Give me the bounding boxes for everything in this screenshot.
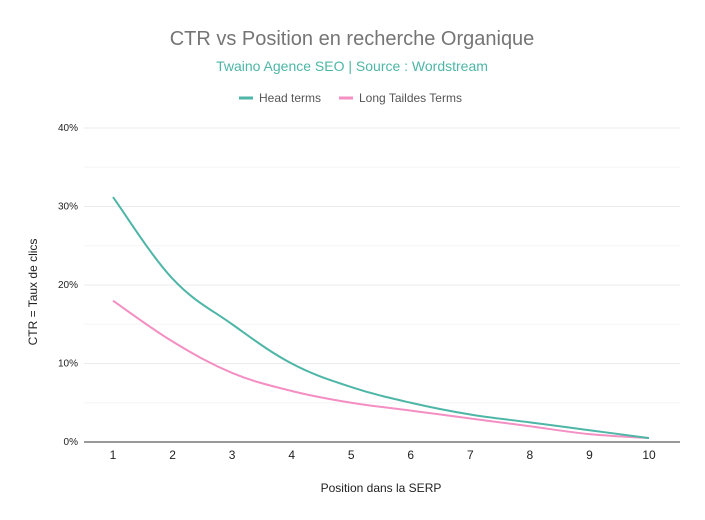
data-point: [468, 413, 472, 417]
x-axis-label: Position dans la SERP: [321, 481, 442, 495]
chart-subtitle: Twaino Agence SEO | Source : Wordstream: [216, 58, 488, 74]
series: [111, 195, 651, 440]
data-point: [409, 401, 413, 405]
x-tick-label: 2: [169, 448, 176, 462]
chart-title: CTR vs Position en recherche Organique: [170, 28, 535, 50]
data-point: [111, 299, 115, 303]
data-point: [349, 401, 353, 405]
y-axis-label: CTR = Taux de clics: [26, 239, 40, 346]
data-point: [587, 428, 591, 432]
x-tick-label: 4: [288, 448, 295, 462]
data-point: [468, 416, 472, 420]
data-point: [587, 432, 591, 436]
data-point: [230, 371, 234, 375]
y-tick-label: 30%: [58, 202, 78, 213]
x-tick-label: 7: [467, 448, 474, 462]
series-line-long-tail-terms: [112, 299, 650, 440]
x-tick-label: 6: [407, 448, 414, 462]
data-point: [171, 277, 175, 281]
data-point: [171, 340, 175, 344]
y-tick-label: 0%: [64, 437, 79, 448]
y-axis-ticks: 0% 10% 20% 30% 40%: [58, 123, 78, 448]
x-tick-label: 9: [586, 448, 593, 462]
x-tick-label: 3: [229, 448, 236, 462]
data-point: [528, 420, 532, 424]
y-tick-label: 20%: [58, 280, 78, 291]
series-line-head-terms: [112, 196, 650, 440]
data-point: [230, 322, 234, 326]
legend-label-head-terms: Head terms: [259, 91, 321, 105]
y-tick-label: 10%: [58, 359, 78, 370]
data-point: [111, 195, 115, 199]
data-point: [290, 389, 294, 393]
x-tick-label: 10: [642, 448, 656, 462]
y-tick-label: 40%: [58, 123, 78, 134]
data-point: [528, 424, 532, 428]
data-point: [647, 436, 651, 440]
data-point: [290, 362, 294, 366]
data-point: [409, 409, 413, 413]
x-axis-ticks: 1 2 3 4 5 6 7 8 9 10: [110, 448, 656, 462]
x-tick-label: 8: [527, 448, 534, 462]
data-point: [349, 385, 353, 389]
x-tick-label: 1: [110, 448, 117, 462]
legend: Head terms Long Taildes Terms: [239, 91, 462, 105]
x-tick-label: 5: [348, 448, 355, 462]
grid: [84, 127, 680, 404]
legend-label-long-tail-terms: Long Taildes Terms: [359, 91, 462, 105]
